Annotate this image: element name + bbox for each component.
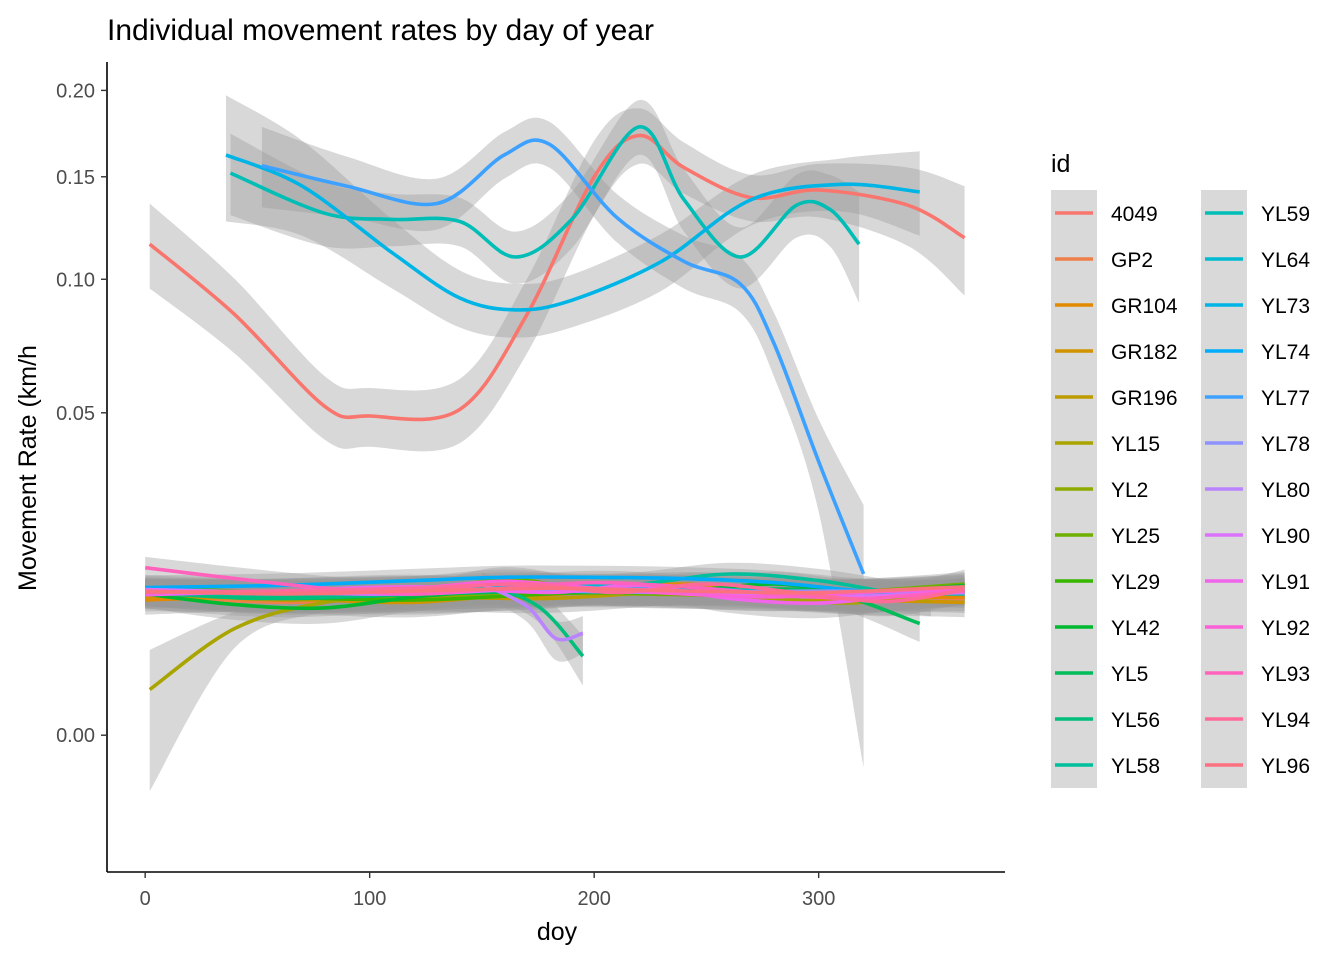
x-tick-label: 300: [802, 888, 835, 910]
x-tick-label: 200: [577, 888, 610, 910]
x-tick-label: 100: [353, 888, 386, 910]
x-tick-label: 0: [140, 888, 151, 910]
series-line-yl94: [145, 582, 965, 604]
axes: 0.00 0.05 0.10 0.15 0.20 0 100 200 300: [56, 62, 1005, 910]
band-yl56: [145, 576, 583, 686]
legend-label-yl74: YL74: [1261, 341, 1310, 364]
legend-label-gp2: GP2: [1111, 249, 1153, 272]
legend-label-yl42: YL42: [1111, 617, 1160, 640]
series-line-yl80: [481, 582, 584, 642]
y-tick-label: 0.10: [56, 269, 95, 291]
legend-label-yl25: YL25: [1111, 525, 1160, 548]
legend-label-gr196: GR196: [1111, 387, 1178, 410]
legend-label-yl80: YL80: [1261, 479, 1310, 502]
series-line-yl59: [229, 125, 861, 259]
y-tick-label: 0.05: [56, 403, 95, 425]
legend-label-yl92: YL92: [1261, 617, 1310, 640]
legend-label-4049: 4049: [1111, 203, 1158, 226]
legend-title: id: [1051, 150, 1070, 178]
legend-label-yl78: YL78: [1261, 433, 1310, 456]
band-yl59: [230, 99, 860, 303]
legend-label-gr182: GR182: [1111, 341, 1178, 364]
chart-title: Individual movement rates by day of year: [107, 14, 654, 47]
confidence-bands: [145, 95, 965, 792]
legend-label-yl94: YL94: [1261, 709, 1310, 732]
legend-label-yl64: YL64: [1261, 249, 1310, 272]
legend-label-yl58: YL58: [1111, 755, 1160, 778]
legend-label-yl93: YL93: [1261, 663, 1310, 686]
legend-label-yl73: YL73: [1261, 295, 1310, 318]
legend-label-yl15: YL15: [1111, 433, 1160, 456]
legend-label-yl2: YL2: [1111, 479, 1148, 502]
legend-label-yl96: YL96: [1261, 755, 1310, 778]
legend-label-gr104: GR104: [1111, 295, 1178, 318]
x-axis-title: doy: [537, 918, 578, 946]
y-axis-title: Movement Rate (km/h: [14, 345, 42, 591]
band-yl77: [261, 117, 864, 768]
y-tick-label: 0.15: [56, 167, 95, 189]
band-yl73: [226, 95, 920, 338]
series-lines: [144, 125, 966, 692]
legend-label-yl29: YL29: [1111, 571, 1160, 594]
legend: id 4049 GP2 GR104 GR182 GR196 YL15 YL2 YL25 YL29…: [1051, 150, 1310, 788]
legend-label-yl59: YL59: [1261, 203, 1310, 226]
y-tick-label: 0.20: [56, 80, 95, 102]
series-line-yl96: [145, 585, 965, 596]
series-line-yl73: [225, 153, 920, 312]
legend-label-yl90: YL90: [1261, 525, 1310, 548]
legend-label-yl5: YL5: [1111, 663, 1148, 686]
legend-label-yl56: YL56: [1111, 709, 1160, 732]
y-tick-label: 0.00: [56, 725, 95, 747]
legend-label-yl77: YL77: [1261, 387, 1310, 410]
series-line-yl77: [261, 138, 866, 575]
legend-label-yl91: YL91: [1261, 571, 1310, 594]
